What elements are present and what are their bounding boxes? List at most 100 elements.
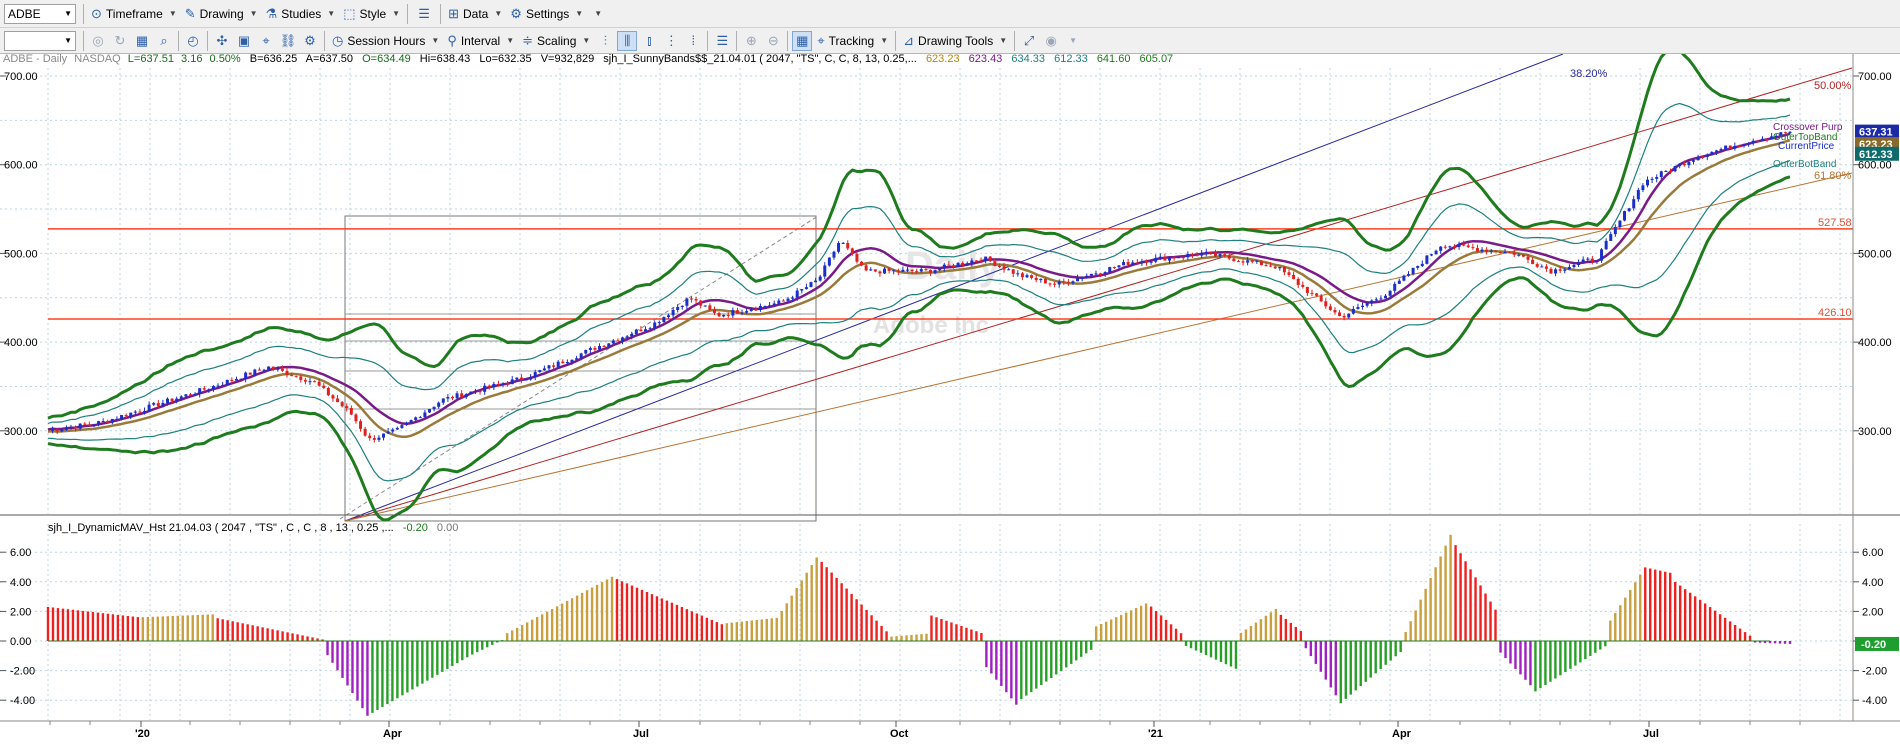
histogram-bar bbox=[1544, 641, 1547, 685]
candle-body bbox=[124, 415, 128, 417]
candle-body bbox=[699, 300, 703, 306]
bar-chart-icon[interactable]: ⫶ bbox=[603, 32, 607, 48]
zoom-in-icon[interactable]: ⊕ bbox=[745, 32, 757, 48]
line-chart-icon[interactable]: ⋮ bbox=[664, 32, 678, 48]
histogram-bar bbox=[111, 614, 115, 641]
candle-body bbox=[1338, 312, 1342, 316]
candle-body bbox=[712, 309, 716, 313]
histogram-bar bbox=[1469, 569, 1472, 641]
hlc-icon[interactable]: ⫾ bbox=[647, 32, 652, 48]
fib-fan-62-line[interactable] bbox=[344, 172, 1853, 522]
table-icon[interactable]: ▦ bbox=[135, 32, 149, 48]
zoom-out-icon[interactable]: ⊖ bbox=[767, 32, 779, 48]
data-menu[interactable]: ⊞ Data ▼ bbox=[444, 3, 506, 25]
tracking-menu[interactable]: ⌖ Tracking ▼ bbox=[813, 30, 892, 52]
candle-body bbox=[1517, 254, 1521, 256]
study-value: 612.33 bbox=[1054, 54, 1088, 65]
clock-icon[interactable]: ◴ bbox=[187, 32, 199, 48]
chevron-down-icon: ▼ bbox=[880, 36, 889, 45]
candle-body bbox=[598, 345, 602, 350]
fib-fan-50-line[interactable] bbox=[344, 67, 1853, 522]
candle-body bbox=[1190, 254, 1194, 256]
time-tick-label: '20 bbox=[135, 728, 150, 740]
trendline-add-icon[interactable]: ⤢ bbox=[1023, 32, 1035, 48]
candle-body bbox=[611, 340, 615, 344]
cursor-icon[interactable]: ⌖ bbox=[262, 32, 270, 48]
candle-body bbox=[1416, 266, 1420, 268]
refresh-icon[interactable]: ↻ bbox=[114, 32, 126, 48]
timeframe-menu[interactable]: ⊙ Timeframe ▼ bbox=[87, 3, 181, 25]
chevron-down-icon[interactable]: ▼ bbox=[1069, 36, 1078, 45]
histogram-bar bbox=[471, 641, 474, 655]
price-chart[interactable]: ADBE - Daily NASDAQ L=637.51 3.16 0.50% … bbox=[0, 54, 1900, 750]
histogram-bar bbox=[1564, 641, 1567, 673]
drawing-tools-menu[interactable]: ⊿ Drawing Tools ▼ bbox=[899, 30, 1011, 52]
candle-body bbox=[745, 311, 749, 313]
link-icon[interactable]: ⛓ bbox=[279, 32, 297, 48]
image-icon[interactable]: ▣ bbox=[237, 32, 251, 48]
symbol-combo[interactable]: ADBE ▼ bbox=[4, 3, 76, 24]
session-hours-menu[interactable]: ◷ Session Hours ▼ bbox=[328, 30, 443, 52]
candle-body bbox=[179, 396, 183, 399]
interval-menu[interactable]: ⚲ Interval ▼ bbox=[443, 30, 518, 52]
histogram-bar bbox=[1634, 582, 1637, 641]
candle-chart-icon[interactable]: ⫼ bbox=[617, 30, 638, 51]
point-figure-icon[interactable]: ⁞ bbox=[691, 33, 696, 48]
histogram-bar bbox=[695, 613, 699, 641]
toolbar-overflow-icon[interactable]: ▼ bbox=[594, 9, 603, 18]
inner-top-band bbox=[47, 102, 1791, 424]
divider bbox=[1014, 30, 1016, 51]
gear-icon[interactable]: ⚙ bbox=[304, 32, 316, 48]
candle-body bbox=[1659, 171, 1663, 178]
zoom-out-icon[interactable]: ◎ bbox=[92, 32, 104, 48]
candle-body bbox=[483, 385, 487, 392]
candle-body bbox=[979, 260, 983, 262]
histogram-bar bbox=[1594, 641, 1597, 653]
fib-label-62: 61.80% bbox=[1814, 170, 1852, 182]
histogram-bar bbox=[496, 641, 499, 643]
candle-body bbox=[299, 376, 303, 380]
drawing-label: Drawing bbox=[199, 6, 244, 21]
candle-body bbox=[1549, 268, 1553, 274]
candle-body bbox=[322, 385, 326, 388]
study-value: 623.43 bbox=[969, 54, 1003, 65]
style-menu[interactable]: ⬚ Style ▼ bbox=[339, 3, 404, 25]
candle-body bbox=[271, 366, 275, 370]
grid-icon[interactable]: ▦ bbox=[792, 30, 813, 51]
fib-fan-38-line[interactable] bbox=[344, 54, 1564, 522]
histogram-bar bbox=[261, 627, 264, 641]
candle-body bbox=[1278, 267, 1282, 269]
histogram-bar bbox=[785, 603, 788, 641]
candle-body bbox=[1494, 250, 1498, 253]
candle-body bbox=[175, 398, 179, 402]
eye-icon[interactable]: ◉ bbox=[1045, 32, 1057, 48]
interval-combo[interactable]: ▼ bbox=[4, 30, 76, 51]
drawing-rectangle[interactable] bbox=[344, 215, 817, 522]
candle-body bbox=[331, 395, 335, 399]
crosshair-icon[interactable]: ✣ bbox=[216, 32, 228, 48]
histogram-bar bbox=[1519, 641, 1522, 675]
candle-body bbox=[115, 418, 119, 420]
candle-body bbox=[1429, 254, 1433, 256]
histogram-bar bbox=[1399, 641, 1402, 653]
candle-body bbox=[221, 384, 225, 386]
layout-icon[interactable]: ☰ bbox=[716, 32, 729, 48]
candle-body bbox=[1246, 260, 1250, 263]
histogram-bar bbox=[486, 641, 489, 648]
settings-menu[interactable]: ⚙ Settings ▼ bbox=[506, 3, 587, 25]
histogram-bar bbox=[1484, 593, 1487, 641]
histogram-bar bbox=[1718, 614, 1722, 641]
drawing-menu[interactable]: ✎ Drawing ▼ bbox=[181, 3, 262, 25]
candle-body bbox=[1333, 309, 1337, 313]
candle-body bbox=[106, 421, 110, 423]
candle-body bbox=[1250, 260, 1254, 262]
candle-body bbox=[1678, 163, 1682, 167]
candle-body bbox=[1554, 269, 1558, 274]
magnifier-chart-icon[interactable]: ⌕ bbox=[160, 32, 168, 48]
scaling-menu[interactable]: ≑ Scaling ▼ bbox=[518, 30, 594, 52]
candle-body bbox=[432, 406, 436, 410]
candle-body bbox=[1393, 283, 1397, 291]
studies-menu[interactable]: ⚗ Studies ▼ bbox=[262, 3, 340, 25]
layout-icon[interactable]: ☰ bbox=[418, 5, 430, 21]
candle-body bbox=[1223, 254, 1227, 256]
